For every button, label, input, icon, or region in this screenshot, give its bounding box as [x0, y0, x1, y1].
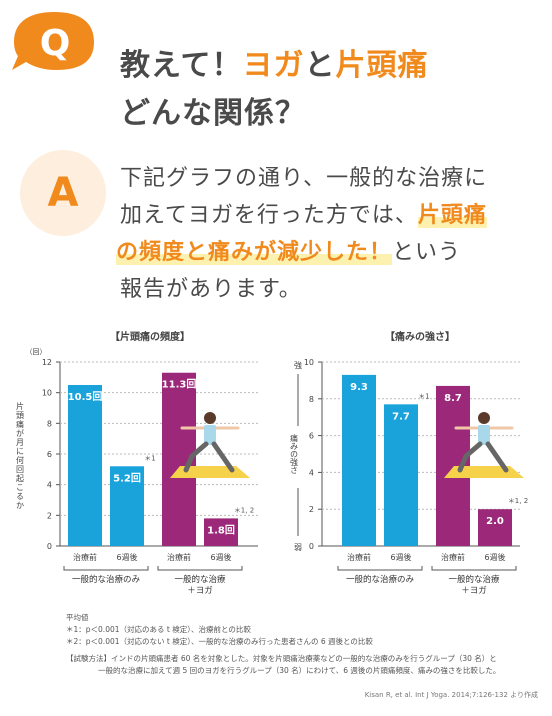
chart2-yoga-head [478, 412, 490, 424]
chart2-yoga-leg-front [457, 441, 483, 473]
chart1-y-tick-label: 6 [47, 450, 52, 459]
chart1-bar [110, 466, 144, 546]
chart1-bar [68, 385, 102, 546]
chart1-group-bracket [63, 566, 149, 571]
chart1-bar-note: ＊1 [144, 454, 155, 462]
chart2-bar-value-label: 7.7 [392, 411, 410, 422]
chart1-category-label: 治療前 [167, 552, 191, 562]
chart1-y-label: 片頭痛が月に何回起こるか [16, 401, 25, 510]
chart2-y-tick-label: 8 [309, 395, 314, 404]
chart1-y-tick-label: 12 [42, 358, 52, 367]
chart1-y-tick-label: 8 [47, 419, 52, 428]
chart2-bar [478, 509, 512, 546]
chart2-bar-value-label: 8.7 [444, 393, 462, 404]
method-line1: 【試験方法】インドの片頭痛患者 60 名を対象とした。対象を片頭痛治療薬などの一… [66, 654, 497, 663]
chart1-category-label: 6週後 [210, 552, 231, 562]
chart1-group-label: 一般的な治療のみ [72, 574, 141, 585]
chart2-yoga-mat [444, 466, 524, 478]
footnote-1: ＊1：p＜0.001（対応のある t 検定）、治療前との比較 [66, 625, 251, 634]
q-badge-bubble: Q [12, 12, 94, 70]
chart2-category-label: 治療前 [347, 552, 371, 562]
footnote-2: ＊2：p＜0.001（対応のない t 検定）、一般的な治療のみ行った患者さんの … [66, 637, 373, 646]
chart2-y-top-label: 強 [294, 360, 302, 370]
chart1-yoga-mat [170, 466, 250, 478]
chart1-y-unit: （回） [26, 348, 47, 356]
chart2-bar-note: ＊1, 2 [508, 497, 528, 505]
chart2-y-label: 痛みの強さ [290, 433, 299, 474]
question-title-line1: 教えて！ヨガと片頭痛 [120, 48, 429, 83]
chart2-bar [436, 385, 470, 546]
chart1-group-bracket [157, 566, 243, 571]
question-title-line2: どんな関係？ [120, 96, 306, 131]
chart1-y-tick-label: 0 [47, 542, 52, 551]
chart2-category-label: 6週後 [390, 552, 411, 562]
source-citation: Kisan R, et al. Int J Yoga. 2014;7:126-1… [364, 691, 538, 699]
chart1-category-label: 治療前 [73, 552, 97, 562]
chart2-group-label: ＋ヨガ [461, 585, 487, 596]
chart2-y-tick-label: 4 [309, 468, 314, 477]
chart1-group-label: 一般的な治療 [174, 574, 226, 585]
chart2-bar-value-label: 2.0 [486, 516, 504, 527]
chart2-category-label: 治療前 [441, 552, 465, 562]
chart1-title: 【片頭痛の頻度】 [110, 330, 190, 343]
q-badge-letter: Q [40, 23, 71, 64]
answer-line4: 報告があります。 [120, 277, 302, 302]
chart1-bar-value-label: 11.3回 [162, 379, 197, 391]
chart2-yoga-leg-back [485, 441, 509, 473]
chart1-category-label: 6週後 [116, 552, 137, 562]
chart1-y-tick-label: 4 [47, 481, 52, 490]
chart2-group-bracket [337, 566, 423, 571]
answer-line2: 加えてヨガを行った方では、片頭痛 [120, 203, 487, 228]
chart1-bar-value-label: 5.2回 [113, 472, 141, 484]
charts-area: 【片頭痛の頻度】 0 2 4 6 8 10 12 （回） 片頭痛が月に何回起こるか 10.5回治療前… [16, 330, 529, 596]
chart1-bar-value-label: 1.8回 [207, 524, 235, 536]
chart1-yoga-leg-front [183, 441, 209, 473]
chart2-y-bottom-label: 弱 [294, 543, 302, 552]
chart2-bar-value-label: 9.3 [350, 382, 368, 393]
chart1-bar-value-label: 10.5回 [68, 391, 103, 403]
chart1-yoga-leg-back [211, 441, 235, 473]
chart2-bar [342, 374, 376, 546]
chart2-title: 【痛みの強さ】 [385, 330, 455, 343]
chart2-group-bracket [431, 566, 517, 571]
chart2-yoga-torso [478, 425, 490, 445]
chart1-yoga-head [204, 412, 216, 424]
chart1-yoga-torso [204, 425, 216, 445]
method-line2: 一般的な治療に加えて週 5 回のヨガを行うグループ（30 名）にわけて、6 週後… [98, 666, 501, 675]
chart1-y-tick-label: 2 [47, 511, 52, 520]
chart1-bar-note: ＊1, 2 [234, 506, 254, 514]
chart1-bar [204, 518, 238, 546]
chart2-category-label: 6週後 [484, 552, 505, 562]
chart1-group-label: ＋ヨガ [187, 585, 213, 596]
chart2-group-label: 一般的な治療 [448, 574, 500, 585]
footnote-heading: 平均値 [66, 613, 89, 622]
chart2-y-tick-label: 2 [309, 505, 314, 514]
answer-badge-letter: A [47, 170, 79, 216]
chart2-group-label: 一般的な治療のみ [346, 574, 415, 585]
chart2-bar [384, 404, 418, 546]
answer-badge [20, 150, 106, 236]
chart2-y-tick-label: 0 [309, 542, 314, 551]
answer-line3: の頻度と痛みが減少した！という [116, 240, 462, 265]
chart2-y-tick-label: 6 [309, 432, 314, 441]
chart2-y-tick-label: 10 [304, 358, 314, 367]
chart2-bar-note: ＊1 [418, 392, 429, 400]
chart1-y-tick-label: 10 [42, 389, 52, 398]
answer-line1: 下記グラフの通り、一般的な治療に [120, 166, 488, 191]
